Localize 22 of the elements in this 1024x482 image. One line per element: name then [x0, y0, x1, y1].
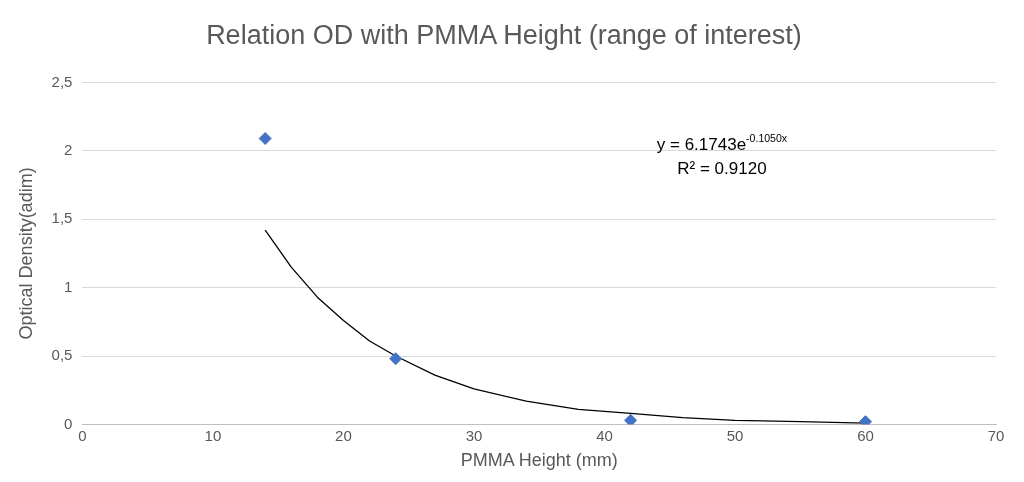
y-tick-label: 2 — [64, 140, 73, 158]
point — [389, 352, 403, 366]
y-tick-label: 1,5 — [51, 209, 73, 227]
point — [258, 131, 272, 145]
y-tick-label: 2,5 — [51, 72, 73, 90]
point — [624, 413, 638, 425]
x-tick-label: 50 — [726, 426, 744, 444]
y-axis-title: Optical Density(adim) — [15, 167, 36, 340]
x-axis-title: PMMA Height (mm) — [460, 450, 618, 471]
x-tick-label: 20 — [335, 426, 352, 444]
point — [858, 415, 872, 425]
x-tick-label: 70 — [987, 426, 1005, 444]
x-tick-label: 0 — [78, 426, 87, 444]
x-tick-label: 10 — [204, 426, 222, 444]
y-tick-label: 0,5 — [51, 346, 73, 364]
chart-title: Relation OD with PMMA Height (range of interest) — [206, 19, 802, 50]
annotation: R² = 0.9120 — [677, 159, 767, 179]
y-tick-label: 1 — [64, 277, 73, 295]
x-tick-label: 60 — [857, 426, 874, 444]
x-tick-label: 40 — [596, 426, 613, 444]
y-tick-label: 0 — [64, 414, 73, 432]
x-tick-label: 30 — [465, 426, 483, 444]
